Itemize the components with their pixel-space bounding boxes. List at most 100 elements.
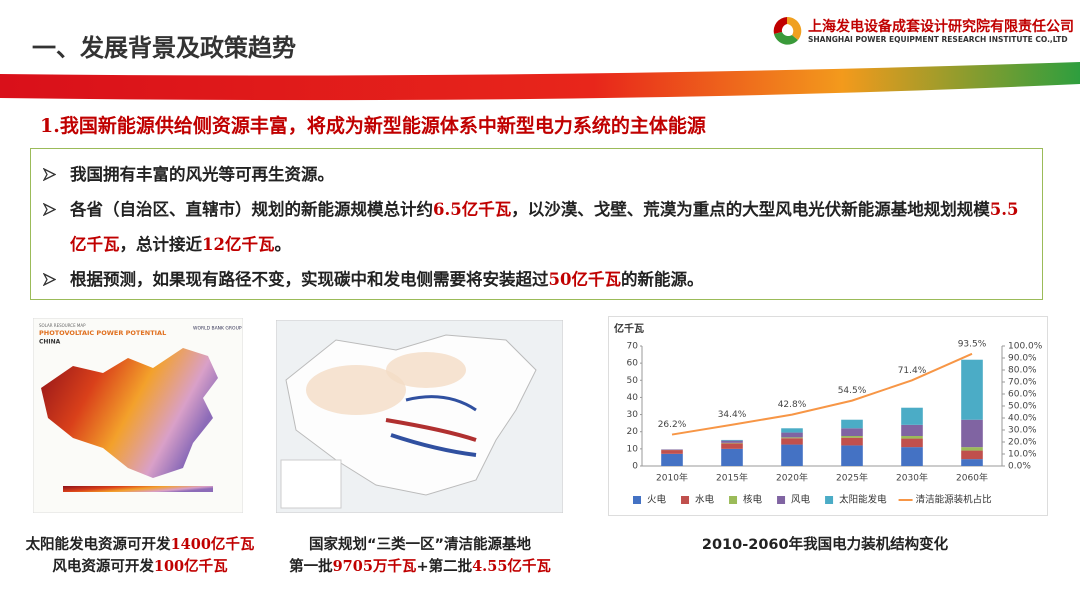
text-run: 我国拥有丰富的风光等可再生资源。 [70,165,334,184]
company-name: 上海发电设备成套设计研究院有限责任公司 [808,19,1074,35]
emphasis: 9705万千瓦 [332,558,417,575]
bar-segment [841,428,863,436]
bar-segment [721,440,743,443]
bar-segment [721,439,743,441]
y2-tick-label: 40.0% [1008,414,1037,424]
legend-swatch [633,496,641,504]
company-name-en: SHANGHAI POWER EQUIPMENT RESEARCH INSTIT… [808,35,1068,44]
bullet-box: 我国拥有丰富的风光等可再生资源。各省（自治区、直辖市）规划的新能源规模总计约6.… [30,148,1043,300]
caption: 太阳能发电资源可开发1400亿千瓦 风电资源可开发100亿千瓦 [0,534,280,578]
bar-segment [781,432,803,438]
bar-segment [721,443,743,449]
caption-line: 第一批9705万千瓦+第二批4.55亿千瓦 [262,556,578,578]
data-label: 93.5% [958,339,987,349]
line [671,352,973,436]
caption: 2010-2060年我国电力装机结构变化 [640,534,1010,556]
bullet-text: 各省（自治区、直辖市）规划的新能源规模总计约6.5亿千瓦，以沙漠、戈壁、荒漠为重… [70,192,1032,262]
x-tick-label: 2020年 [776,472,808,484]
slide-title: 一、发展背景及政策趋势 [32,34,296,62]
bar-segment [961,450,983,460]
map-title: PHOTOVOLTAIC POWER POTENTIAL [39,329,166,337]
legend-swatch [777,496,786,504]
legend-swatch [729,496,738,504]
bullet-arrow [43,203,56,216]
legend-label: 太阳能发电 [839,494,887,506]
legend-label: 核电 [743,494,763,506]
bullet-text: 根据预测，如果现有路径不变，实现碳中和发电侧需要将安装超过50亿千瓦的新能源。 [70,262,703,297]
bar-segment [661,450,683,454]
bar-segment [901,447,923,466]
x-tick-label: 2060年 [956,472,988,484]
emphasis: 50亿千瓦 [548,270,621,289]
x-tick-label: 2025年 [836,472,868,484]
y-tick-label: 50 [627,376,639,386]
y2-tick-label: 80.0% [1008,366,1037,376]
arrow [43,203,56,216]
bar-segment [901,407,923,425]
bar-segment [781,437,803,439]
bar-segment [841,436,863,438]
text-run: 2010-2060年我国电力装机结构变化 [701,537,949,553]
bar-segment [841,445,863,466]
y-tick-label: 40 [627,393,639,403]
emphasis: 12亿千瓦 [202,235,275,254]
bullet-arrow [43,273,56,286]
y-tick-label: 60 [627,359,639,369]
x-tick-label: 2015年 [716,472,748,484]
y2-tick-label: 30.0% [1008,426,1037,436]
bar-segment [961,419,983,448]
y-tick-label: 30 [627,410,639,420]
bar-segment [901,436,923,439]
bar-segment [661,453,683,466]
x-tick-label: 2030年 [896,472,928,484]
legend-label: 清洁能源装机占比 [916,494,992,506]
y2-tick-label: 90.0% [1008,354,1037,364]
bar-segment [781,438,803,445]
bases-map [276,320,563,513]
bar-segment [781,444,803,466]
bullet: 根据预测，如果现有路径不变，实现碳中和发电侧需要将安装超过50亿千瓦的新能源。 [43,262,1032,297]
caption-line: 2010-2060年我国电力装机结构变化 [640,534,1010,556]
caption-line: 太阳能发电资源可开发1400亿千瓦 [0,534,280,556]
x-tick-label: 2010年 [656,472,688,484]
legend-label: 火电 [647,494,667,506]
bar-segment [841,437,863,446]
text-run: 国家规划“三类一区”清洁能源基地 [308,537,532,553]
caption: 国家规划“三类一区”清洁能源基地第一批9705万千瓦+第二批4.55亿千瓦 [262,534,578,578]
emphasis: 100亿千瓦 [153,558,228,575]
bar-segment [961,459,983,466]
solar-map: SOLAR RESOURCE MAP PHOTOVOLTAIC POWER PO… [33,318,243,513]
y2-tick-label: 0.0% [1008,462,1031,472]
bar-segment [721,442,743,444]
map-kicker: SOLAR RESOURCE MAP [39,323,86,328]
text-run: +第二批 [416,559,473,575]
bar-segment [781,428,803,433]
y-axis-label: 亿千瓦 [614,322,644,335]
y2-tick-label: 20.0% [1008,438,1037,448]
bar-segment [901,438,923,448]
data-label: 71.4% [898,366,927,376]
y-tick-label: 0 [632,462,638,472]
legend-swatch [825,496,834,504]
y2-tick-label: 10.0% [1008,450,1037,460]
text-run: 的新能源。 [620,270,704,289]
legend-label: 水电 [695,494,715,506]
y-tick-label: 70 [627,342,639,352]
bullet: 各省（自治区、直辖市）规划的新能源规模总计约6.5亿千瓦，以沙漠、戈壁、荒漠为重… [43,192,1032,262]
data-label: 42.8% [778,400,807,410]
text-run: 太阳能发电资源可开发 [25,537,171,553]
headline: 1.我国新能源供给侧资源丰富，将成为新型能源体系中新型电力系统的主体能源 [40,115,706,137]
caption-line: 风电资源可开发100亿千瓦 [0,556,280,578]
bullet: 我国拥有丰富的风光等可再生资源。 [43,157,1032,192]
text-run: 。 [274,235,291,254]
data-label: 34.4% [718,410,747,420]
y-tick-label: 20 [627,427,639,437]
text-run: ，以沙漠、戈壁、荒漠为重点的大型风电光伏新能源基地规划规模 [511,200,990,219]
y2-tick-label: 50.0% [1008,402,1037,412]
caption-line: 国家规划“三类一区”清洁能源基地 [262,534,578,556]
text-run: 第一批 [289,559,333,575]
text-run: 风电资源可开发 [52,559,154,575]
y2-tick-label: 70.0% [1008,378,1037,388]
logo-mark [773,16,802,45]
data-label: 54.5% [838,386,867,396]
